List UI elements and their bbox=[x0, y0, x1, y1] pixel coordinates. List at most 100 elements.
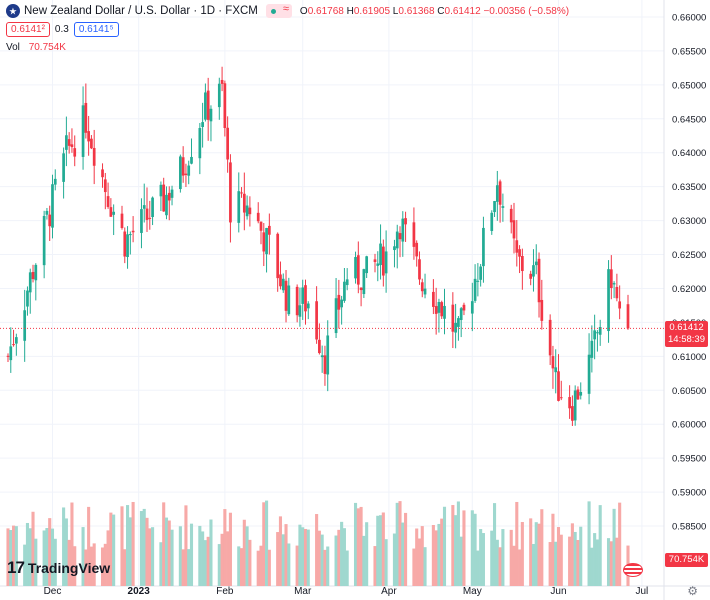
candle-body bbox=[284, 280, 288, 311]
volume-bar bbox=[548, 542, 552, 586]
volume-bar bbox=[267, 549, 271, 586]
volume-bar bbox=[334, 535, 338, 586]
nzd-flag-icon: ★ bbox=[6, 4, 20, 18]
candle-body bbox=[301, 287, 305, 304]
candle-body bbox=[109, 207, 113, 217]
volume-bar bbox=[373, 546, 377, 586]
candle-body bbox=[490, 212, 494, 231]
buy-button[interactable]: 0.6141⁵ bbox=[73, 22, 119, 37]
volume-label: Vol bbox=[6, 42, 20, 53]
candle-body bbox=[220, 79, 224, 84]
volume-bar bbox=[556, 527, 561, 586]
volume-bar bbox=[554, 541, 558, 586]
volume-bar bbox=[490, 530, 494, 586]
volume-bar bbox=[159, 542, 163, 586]
symbol-title[interactable]: New Zealand Dollar / U.S. Dollar · 1D · … bbox=[24, 5, 258, 17]
candle-body bbox=[356, 255, 360, 285]
volume-bar bbox=[89, 546, 93, 586]
trade-buttons: 0.6141² 0.3 0.6141⁵ bbox=[6, 22, 119, 37]
volume-bar bbox=[265, 500, 269, 586]
candle-body bbox=[520, 256, 524, 272]
volume-bar bbox=[518, 549, 522, 586]
volume-bar bbox=[479, 529, 483, 586]
volume-bar bbox=[417, 538, 422, 586]
usd-flag-icon[interactable] bbox=[623, 563, 643, 577]
volume-bar bbox=[87, 506, 91, 586]
volume-bar bbox=[220, 533, 224, 586]
volume-bar bbox=[92, 543, 96, 586]
volume-bar bbox=[81, 527, 85, 586]
candle-body bbox=[618, 301, 622, 309]
candle-body bbox=[587, 354, 591, 394]
sell-button[interactable]: 0.6141² bbox=[6, 22, 50, 37]
volume-bar bbox=[476, 550, 480, 586]
volume-bar bbox=[42, 530, 46, 586]
volume-bar bbox=[540, 509, 544, 586]
y-tick-label: 0.65000 bbox=[672, 80, 706, 91]
candle-body bbox=[92, 147, 96, 166]
spread-value: 0.3 bbox=[54, 24, 69, 35]
volume-bar bbox=[25, 522, 30, 586]
volume-bar bbox=[492, 503, 497, 586]
candle-body bbox=[101, 169, 104, 178]
volume-bar bbox=[139, 511, 144, 586]
volume-bar bbox=[534, 522, 538, 586]
candle-body bbox=[476, 280, 480, 282]
candle-body bbox=[187, 165, 191, 176]
candle-body bbox=[515, 240, 519, 253]
candle-body bbox=[551, 356, 555, 369]
candle-body bbox=[393, 246, 396, 251]
volume-bar bbox=[470, 510, 474, 586]
volume-bar bbox=[131, 501, 135, 586]
volume-bar bbox=[198, 525, 202, 586]
candle-body bbox=[65, 135, 68, 150]
candle-body bbox=[298, 305, 302, 317]
candle-body bbox=[306, 303, 310, 309]
volume-bar bbox=[184, 505, 188, 586]
candle-body bbox=[451, 304, 455, 332]
candle-body bbox=[162, 184, 166, 212]
candle-body bbox=[190, 156, 193, 164]
volume-bar bbox=[415, 528, 419, 586]
candle-body bbox=[206, 90, 210, 120]
candle-body bbox=[479, 266, 483, 280]
gear-icon[interactable]: ⚙ bbox=[687, 584, 698, 598]
candle-body bbox=[48, 214, 52, 227]
volume-bar bbox=[512, 545, 516, 586]
candle-body bbox=[181, 157, 185, 176]
volume-bar bbox=[189, 523, 194, 586]
market-status-badge[interactable] bbox=[265, 3, 292, 18]
volume-legend[interactable]: Vol 70.754K bbox=[6, 42, 66, 53]
candle-body bbox=[395, 231, 399, 249]
candle-body bbox=[120, 213, 124, 229]
candle-body bbox=[376, 263, 380, 266]
candle-body bbox=[103, 179, 107, 193]
tradingview-logo[interactable]: 17 TradingView bbox=[7, 558, 110, 578]
candle-body bbox=[26, 290, 29, 307]
volume-bar bbox=[356, 508, 360, 586]
x-tick-label: Mar bbox=[294, 586, 312, 597]
candle-body bbox=[573, 390, 577, 421]
candle-body bbox=[184, 173, 188, 175]
candle-body bbox=[281, 278, 285, 291]
candle-body bbox=[217, 83, 221, 108]
volume-bar bbox=[142, 508, 146, 586]
candle-body bbox=[240, 192, 243, 194]
candle-body bbox=[482, 227, 485, 267]
candle-body bbox=[87, 131, 90, 142]
volume-bar bbox=[303, 528, 308, 586]
volume-bar bbox=[164, 517, 169, 586]
volume-bar bbox=[537, 523, 541, 586]
volume-bar bbox=[151, 527, 155, 586]
volume-bar bbox=[126, 505, 130, 586]
volume-bar bbox=[573, 531, 577, 586]
candle-body bbox=[457, 318, 460, 327]
candle-body bbox=[14, 337, 18, 344]
volume-bar bbox=[112, 514, 116, 586]
volume-bar bbox=[618, 502, 622, 586]
volume-bar bbox=[437, 523, 441, 586]
candle-body bbox=[131, 230, 135, 233]
candle-body bbox=[90, 138, 93, 149]
